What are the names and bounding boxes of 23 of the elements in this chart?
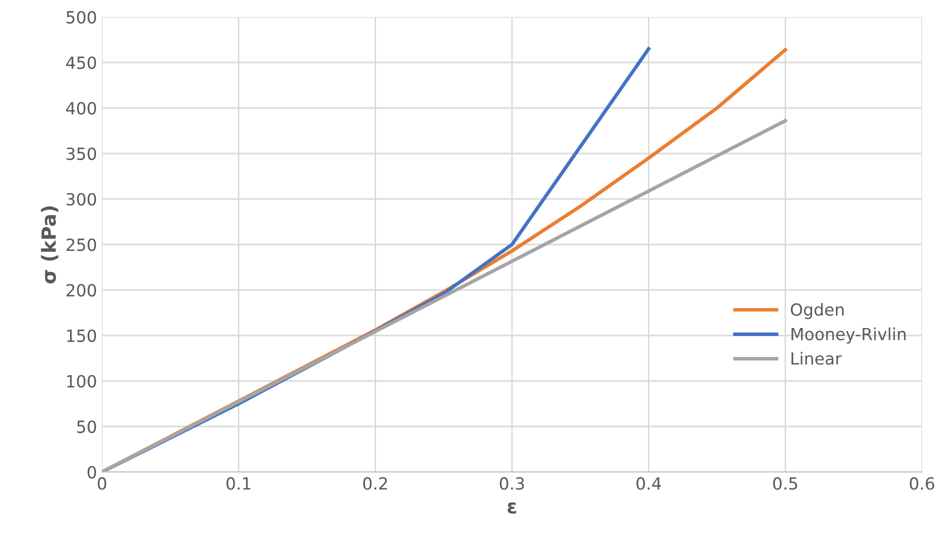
x-tick-label: 0 [98,477,106,490]
legend-label: Linear [792,352,842,365]
y-tick-label: 450 [66,56,96,70]
y-tick-label: 250 [66,238,96,252]
y-tick-label: 500 [66,10,96,24]
x-tick-label: 0.1 [226,477,250,490]
y-tick-label: 0 [88,466,96,479]
x-tick-label: 0.2 [363,477,387,490]
y-axis-title: σ (kPa) [40,206,58,284]
y-tick-label: 50 [77,420,96,434]
x-tick-label: 0.6 [910,477,934,490]
legend-label: Ogden [790,302,844,320]
y-tick-label: 200 [66,284,96,297]
y-tick-label: 150 [67,329,96,342]
x-axis-title: ε [508,502,516,514]
y-tick-label: 100 [67,374,96,388]
y-tick-label: 300 [66,192,96,206]
x-tick-label: 0.5 [773,477,798,490]
y-tick-label: 400 [66,102,96,115]
legend-label: Mooney-Rivlin [792,327,906,344]
x-tick-label: 0.4 [636,477,661,490]
x-tick-label: 0.3 [500,477,524,490]
y-tick-label: 350 [66,147,96,160]
